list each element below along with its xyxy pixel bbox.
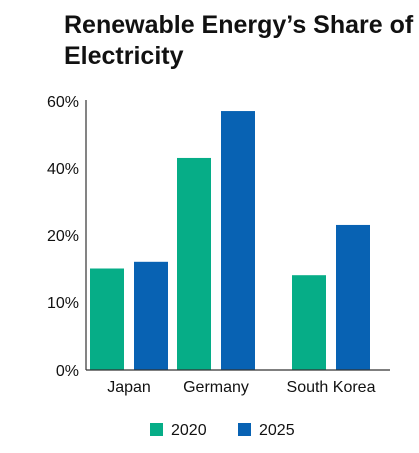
- x-category-label: Germany: [183, 379, 249, 396]
- bar-germany-2025: [221, 111, 255, 371]
- chart-title: Renewable Energy’s Share of Electricity: [64, 11, 414, 70]
- x-category-label: Japan: [107, 379, 151, 396]
- x-axis-labels: Japan Germany South Korea: [107, 379, 375, 396]
- y-axis-ticks: 0% 10% 20% 40% 60%: [47, 94, 79, 380]
- bar-japan-2025: [134, 261, 168, 370]
- y-tick-label: 0%: [56, 363, 79, 380]
- x-category-label: South Korea: [287, 379, 376, 396]
- legend: 2020 2025: [150, 422, 295, 439]
- y-tick-label: 60%: [47, 94, 79, 111]
- bar-south-korea-2020: [292, 275, 326, 370]
- legend-swatch-2020: [150, 423, 163, 436]
- legend-label: 2020: [171, 422, 207, 439]
- y-tick-label: 10%: [47, 295, 79, 312]
- bar-south-korea-2025: [336, 224, 370, 370]
- y-tick-label: 20%: [47, 228, 79, 245]
- bars: [90, 111, 370, 371]
- bar-germany-2020: [177, 157, 211, 370]
- bar-japan-2020: [90, 268, 124, 370]
- y-tick-label: 40%: [47, 161, 79, 178]
- legend-swatch-2025: [238, 423, 251, 436]
- legend-label: 2025: [259, 422, 295, 439]
